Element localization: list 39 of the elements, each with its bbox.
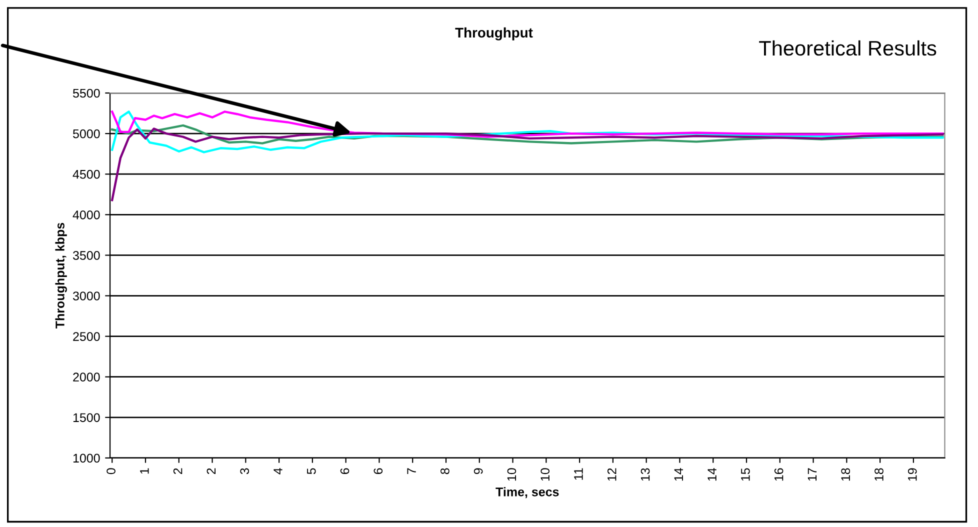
x-tick-label: 1 — [140, 468, 149, 474]
x-tick-label: 5 — [307, 468, 316, 474]
y-tick-label: 5500 — [73, 88, 100, 98]
x-tick-label: 14 — [708, 468, 716, 481]
x-tick-label: 18 — [874, 468, 884, 481]
y-tick-label: 3000 — [72, 292, 100, 300]
y-tick-label: 4500 — [72, 170, 100, 179]
text: Theoretical Results — [759, 40, 936, 56]
y-tick-label: 2500 — [73, 332, 100, 341]
x-tick-label: 10 — [540, 468, 550, 481]
x-tick-label: 19 — [908, 468, 917, 481]
y-tick-label: 1500 — [73, 413, 100, 422]
x-tick-label: 2 — [206, 468, 216, 474]
x-tick-label: 17 — [808, 468, 817, 481]
x-tick-label: 9 — [474, 468, 483, 474]
y-tick-label: 5000 — [73, 129, 100, 138]
x-tick-label: 12 — [607, 468, 616, 481]
x-tick-label: 3 — [240, 468, 250, 474]
chart-title: Throughput — [455, 27, 533, 40]
x-tick-label: 4 — [274, 468, 282, 474]
y-tick-label: 4000 — [72, 210, 100, 220]
x-tick-label: 10 — [507, 468, 516, 481]
x-tick-label: 6 — [340, 468, 350, 474]
x-tick-label: 18 — [841, 468, 850, 481]
x-tick-label: 7 — [407, 468, 416, 474]
y-tick-label: 2000 — [73, 372, 100, 382]
x-tick-label: 16 — [774, 468, 784, 481]
x-tick-label: 0 — [106, 468, 116, 474]
x-tick-label: 8 — [440, 468, 450, 474]
x-tick-label: 14 — [674, 468, 683, 481]
x-tick-label: 11 — [574, 468, 583, 480]
y-tick-label: 3500 — [72, 251, 100, 260]
x-tick-label: 15 — [741, 468, 750, 481]
x-axis-title: Time, secs — [496, 487, 559, 498]
x-tick-label: 6 — [374, 468, 383, 474]
y-axis-title: Throughput, kbps — [55, 222, 67, 328]
y-tick-label: 1000 — [73, 454, 100, 463]
x-tick-label: 2 — [173, 468, 182, 474]
x-tick-label: 13 — [640, 468, 650, 481]
